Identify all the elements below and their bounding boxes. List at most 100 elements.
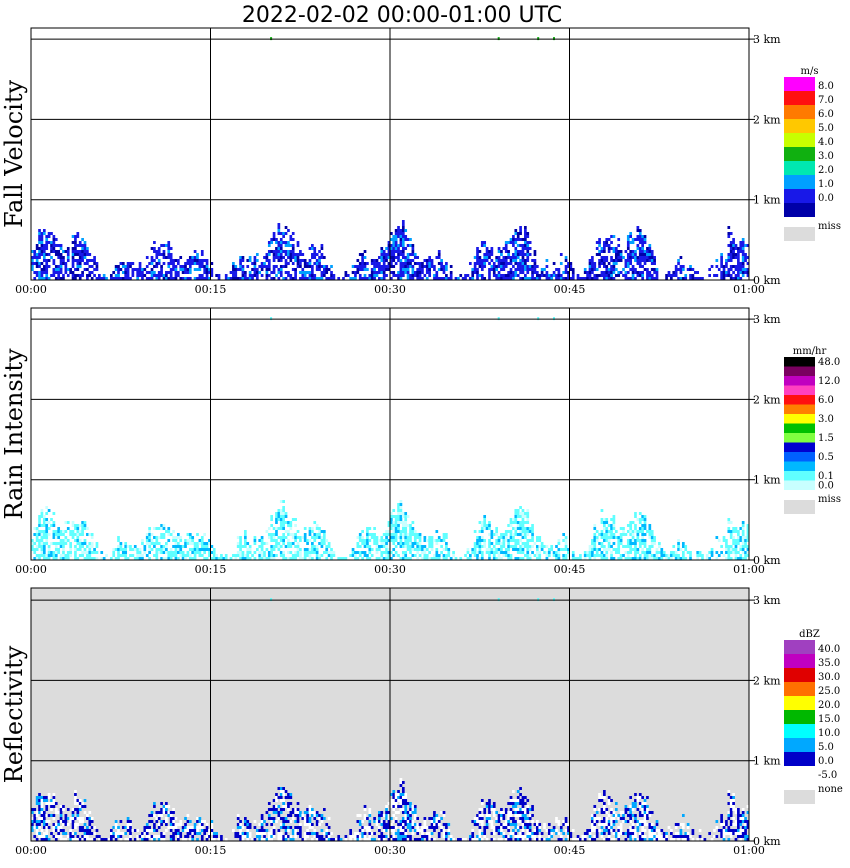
echo-cell xyxy=(356,545,360,548)
echo-cell xyxy=(607,268,611,271)
echo-cell xyxy=(129,829,132,832)
x-tick-label: 00:30 xyxy=(374,563,406,576)
echo-cell xyxy=(358,820,362,823)
echo-cell xyxy=(588,554,592,557)
echo-cell xyxy=(634,539,637,542)
echo-cell xyxy=(428,557,431,560)
echo-cell xyxy=(641,515,644,518)
echo-cell xyxy=(634,515,637,518)
echo-cell xyxy=(521,259,525,262)
echo-cell xyxy=(516,256,520,259)
echo-cell xyxy=(354,274,357,277)
echo-cell xyxy=(203,268,207,271)
echo-cell xyxy=(258,554,262,557)
echo-cell xyxy=(715,557,719,560)
echo-cell xyxy=(727,548,731,551)
echo-cell xyxy=(476,256,479,259)
echo-cell xyxy=(586,829,589,832)
echo-cell xyxy=(155,536,159,539)
echo-cell xyxy=(42,247,46,250)
echo-cell xyxy=(430,820,434,823)
echo-cell xyxy=(52,274,56,277)
echo-cell xyxy=(294,259,297,262)
echo-cell xyxy=(500,253,503,256)
echo-cell xyxy=(311,265,314,268)
echo-cell xyxy=(502,247,506,250)
echo-cell xyxy=(42,515,46,518)
echo-cell xyxy=(179,548,183,551)
echo-cell xyxy=(409,259,412,262)
echo-cell xyxy=(71,838,75,841)
echo-cell xyxy=(399,262,403,265)
echo-cell xyxy=(93,551,96,554)
echo-cell xyxy=(318,530,321,533)
echo-cell xyxy=(157,551,161,554)
echo-cell xyxy=(612,832,616,835)
echo-cell xyxy=(617,536,621,539)
echo-cell xyxy=(593,536,597,539)
echo-cell xyxy=(294,277,297,280)
echo-cell xyxy=(610,817,613,820)
echo-cell xyxy=(351,554,355,557)
echo-cell xyxy=(378,265,381,268)
echo-cell xyxy=(476,536,479,539)
echo-cell xyxy=(421,265,424,268)
echo-cell xyxy=(86,814,89,817)
echo-cell xyxy=(440,265,443,268)
echo-cell xyxy=(531,524,534,527)
echo-cell xyxy=(390,799,393,802)
echo-cell xyxy=(282,533,285,536)
echo-cell xyxy=(93,557,96,560)
echo-cell xyxy=(387,521,391,524)
echo-cell xyxy=(153,271,156,274)
echo-cell xyxy=(619,811,623,814)
echo-cell xyxy=(490,247,494,250)
echo-cell xyxy=(205,542,209,545)
echo-cell xyxy=(478,521,482,524)
echo-cell xyxy=(658,545,661,548)
echo-cell xyxy=(744,268,747,271)
echo-cell xyxy=(404,811,408,814)
echo-cell xyxy=(35,545,39,548)
echo-cell xyxy=(378,539,381,542)
echo-cell xyxy=(368,557,372,560)
echo-cell xyxy=(526,823,530,826)
echo-cell xyxy=(260,557,264,560)
echo-cell xyxy=(52,823,56,826)
echo-cell xyxy=(308,247,312,250)
echo-cell xyxy=(380,811,384,814)
echo-cell xyxy=(502,551,506,554)
echo-cell xyxy=(641,259,644,262)
echo-cell xyxy=(272,832,276,835)
echo-cell xyxy=(394,521,398,524)
echo-cell xyxy=(165,542,168,545)
echo-cell xyxy=(287,835,290,838)
echo-cell xyxy=(641,533,644,536)
echo-cell xyxy=(392,235,396,238)
echo-cell xyxy=(598,799,601,802)
echo-cell xyxy=(301,536,305,539)
echo-cell xyxy=(406,515,410,518)
echo-cell xyxy=(562,554,566,557)
echo-cell xyxy=(507,524,510,527)
echo-cell xyxy=(186,826,190,829)
echo-cell xyxy=(114,835,118,838)
echo-cell xyxy=(610,271,613,274)
echo-cell xyxy=(306,832,309,835)
echo-cell xyxy=(40,802,44,805)
echo-cell xyxy=(495,274,498,277)
echo-cell xyxy=(160,814,163,817)
echo-cell xyxy=(236,536,240,539)
echo-cell xyxy=(255,835,259,838)
echo-cell xyxy=(504,536,508,539)
echo-cell xyxy=(648,247,652,250)
echo-cell xyxy=(603,823,606,826)
echo-cell xyxy=(433,539,436,542)
echo-cell xyxy=(524,521,527,524)
echo-cell xyxy=(624,820,628,823)
echo-cell xyxy=(502,533,506,536)
echo-cell xyxy=(399,799,403,802)
echo-cell xyxy=(282,823,285,826)
echo-cell xyxy=(734,548,738,551)
echo-cell xyxy=(519,521,522,524)
